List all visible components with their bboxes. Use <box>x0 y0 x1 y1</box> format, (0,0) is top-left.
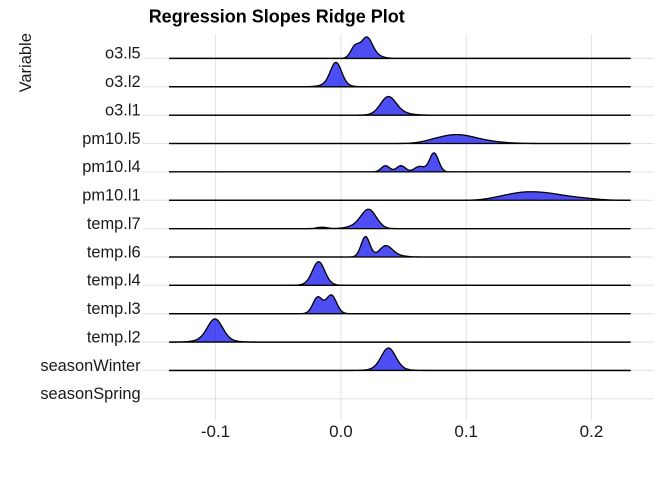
svg-text:-0.1: -0.1 <box>201 422 230 441</box>
svg-text:pm10.l1: pm10.l1 <box>82 187 140 205</box>
svg-text:0.0: 0.0 <box>329 422 353 441</box>
svg-text:temp.l3: temp.l3 <box>87 300 141 318</box>
svg-text:o3.l5: o3.l5 <box>105 45 141 63</box>
svg-text:seasonSpring: seasonSpring <box>40 385 140 403</box>
svg-text:o3.l1: o3.l1 <box>105 101 141 119</box>
svg-text:temp.l7: temp.l7 <box>87 215 141 233</box>
svg-text:pm10.l4: pm10.l4 <box>82 158 140 176</box>
svg-text:temp.l2: temp.l2 <box>87 328 141 346</box>
svg-text:temp.l4: temp.l4 <box>87 272 141 290</box>
svg-text:pm10.l5: pm10.l5 <box>82 130 140 148</box>
svg-text:0.1: 0.1 <box>454 422 478 441</box>
svg-text:temp.l6: temp.l6 <box>87 243 141 261</box>
svg-text:seasonWinter: seasonWinter <box>40 357 141 375</box>
svg-text:Regression Slopes Ridge Plot: Regression Slopes Ridge Plot <box>149 6 405 26</box>
svg-text:Variable: Variable <box>17 33 35 92</box>
svg-text:0.2: 0.2 <box>580 422 604 441</box>
svg-text:o3.l2: o3.l2 <box>105 73 141 91</box>
